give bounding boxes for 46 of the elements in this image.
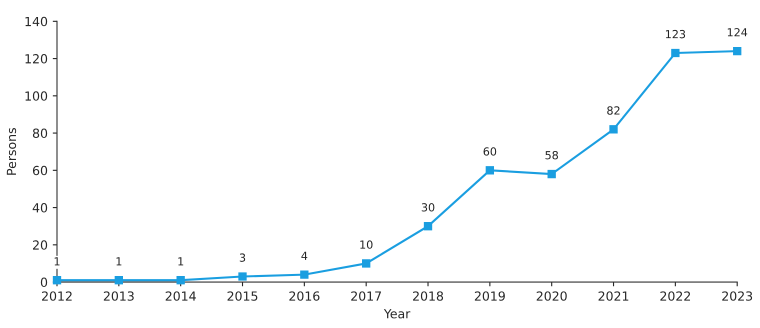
y-tick-label: 120	[25, 54, 48, 64]
point	[300, 270, 309, 279]
x-tick-label: 2013	[104, 291, 134, 301]
y-tick-label: 20	[32, 240, 48, 250]
data-label: 60	[484, 147, 496, 156]
y-tick-label: 140	[25, 16, 48, 26]
point	[424, 222, 432, 230]
x-tick-label: 2018	[413, 291, 444, 301]
y-axis-title: Persons	[6, 128, 16, 175]
point	[362, 259, 370, 268]
x-tick-label: 2017	[351, 291, 382, 301]
x-tick-label: 2015	[228, 291, 258, 301]
data-label: 3	[240, 253, 246, 262]
data-label: 1	[116, 257, 122, 266]
data-label: 123	[666, 30, 686, 38]
point	[548, 170, 556, 178]
data-label: 1	[54, 257, 60, 266]
point	[486, 166, 494, 174]
y-tick-label: 0	[40, 278, 48, 288]
x-tick-label: 2021	[598, 291, 628, 301]
point	[114, 276, 124, 284]
data-label: 82	[607, 106, 620, 115]
data-label: 4	[301, 252, 308, 260]
x-tick-label: 2023	[722, 291, 752, 301]
y-tick-label: 40	[32, 203, 48, 213]
x-tick-label: 2020	[536, 291, 567, 301]
point	[176, 276, 185, 284]
point	[52, 276, 62, 284]
y-tick-label: 80	[32, 128, 48, 138]
data-label: 30	[422, 203, 434, 212]
point	[733, 46, 742, 56]
data-label: 1	[178, 257, 184, 266]
y-tick-label: 100	[25, 91, 48, 101]
y-tick-label: 60	[32, 166, 48, 176]
point	[609, 125, 618, 134]
x-tick-label: 2014	[166, 291, 196, 301]
data-label: 124	[728, 28, 748, 36]
x-tick-label: 2016	[289, 291, 320, 301]
data-label: 58	[545, 150, 558, 160]
x-tick-label: 2019	[474, 291, 505, 301]
point	[671, 48, 680, 58]
data-label: 10	[360, 240, 373, 249]
x-axis-title: Year	[384, 309, 410, 318]
x-tick-label: 2022	[660, 291, 690, 301]
point	[238, 272, 247, 281]
x-tick-label: 2012	[42, 291, 72, 301]
